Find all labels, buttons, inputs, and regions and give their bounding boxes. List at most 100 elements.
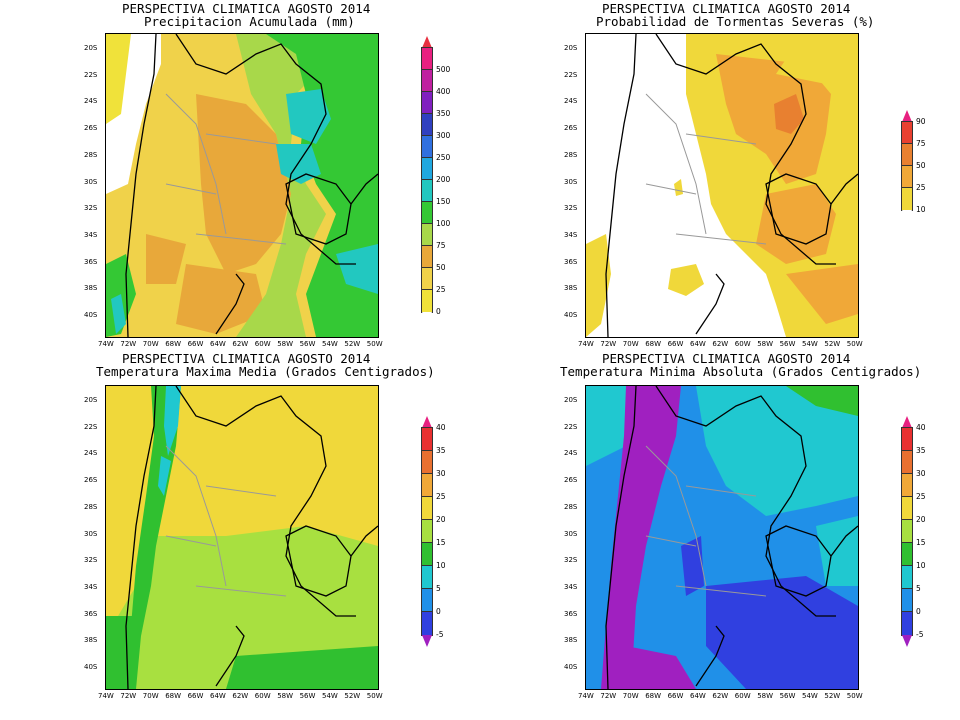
lat-tick-label: 22S (84, 422, 98, 431)
lon-tick-label: 56W (779, 692, 796, 700)
lon-tick-label: 70W (142, 340, 159, 348)
lon-tick-label: 68W (645, 692, 662, 700)
panel-title-line2: Temperatura Minima Absoluta (Grados Cent… (560, 364, 922, 379)
colorbar-segment (901, 588, 913, 613)
colorbar-label: 30 (916, 469, 926, 478)
colorbar-segment (901, 542, 913, 567)
panel-tmax: PERSPECTIVA CLIMATICA AGOSTO 2014 Temper… (0, 350, 480, 705)
colorbar-segment (421, 519, 433, 544)
lon-tick-label: 68W (165, 692, 182, 700)
colorbar-segment (421, 267, 433, 291)
lat-tick-label: 36S (84, 257, 98, 266)
colorbar-segment (901, 565, 913, 590)
panel-title-line1: PERSPECTIVA CLIMATICA AGOSTO 2014 (122, 1, 371, 16)
lat-tick-label: 26S (84, 476, 98, 485)
lat-tick-label: 40S (564, 663, 578, 671)
lon-tick-label: 58W (277, 692, 294, 700)
colorbar-label: 25 (436, 492, 446, 501)
lat-tick-label: 40S (84, 311, 98, 319)
lon-tick-label: 52W (344, 340, 361, 348)
colorbar-segment (901, 187, 913, 211)
colorbar-segment (421, 91, 433, 115)
lon-tick-label: 56W (299, 692, 316, 700)
colorbar-label: 50 (436, 263, 446, 272)
lat-tick-label: 32S (564, 204, 578, 213)
colorbar-segment (901, 165, 913, 189)
lat-tick-label: 24S (564, 449, 578, 458)
colorbar-segment (421, 427, 433, 452)
map-tmax (105, 385, 379, 690)
panel-title-line1: PERSPECTIVA CLIMATICA AGOSTO 2014 (602, 351, 851, 366)
lon-tick-label: 64W (210, 340, 226, 348)
lon-tick-label: 54W (802, 692, 818, 700)
lat-tick-label: 22S (564, 70, 578, 79)
map-fields (586, 386, 858, 689)
colorbar-label: -5 (436, 630, 444, 639)
panel-title-line2: Precipitacion Acumulada (mm) (144, 14, 355, 29)
colorbar-label: 75 (436, 241, 446, 250)
lat-tick-label: 24S (84, 449, 98, 458)
colorbar-segment (421, 223, 433, 247)
panel-title-line2: Probabilidad de Tormentas Severas (%) (596, 14, 875, 29)
lat-tick-label: 34S (564, 582, 578, 591)
lon-tick-label: 50W (366, 692, 383, 700)
colorbar-label: 75 (916, 139, 926, 148)
colorbar-segment (421, 289, 433, 313)
colorbar-segment (421, 69, 433, 93)
colorbar-top-arrow (422, 36, 432, 48)
colorbar-segment (901, 450, 913, 475)
panel-precipitation: PERSPECTIVA CLIMATICA AGOSTO 2014 Precip… (0, 0, 480, 355)
lon-tick-label: 66W (187, 692, 204, 700)
colorbar-bottom-arrow (422, 635, 432, 647)
lat-tick-label: 28S (84, 502, 98, 511)
colorbar-segment (421, 179, 433, 203)
lat-tick-label: 40S (84, 663, 98, 671)
lat-tick-label: 26S (564, 476, 578, 485)
lat-tick-label: 20S (564, 396, 578, 404)
colorbar-segment (901, 496, 913, 521)
colorbar-label: 5 (916, 584, 921, 593)
colorbar-segment (421, 565, 433, 590)
colorbar-label: 10 (916, 561, 926, 570)
colorbar-segment (901, 611, 913, 636)
colorbar-top-arrow (902, 110, 912, 122)
colorbar-label: 25 (916, 183, 926, 192)
lat-tick-label: 40S (564, 311, 578, 319)
lon-tick-label: 74W (98, 692, 114, 700)
colorbar-label: 150 (436, 197, 451, 206)
lon-tick-label: 60W (734, 692, 751, 700)
lon-tick-label: 62W (232, 692, 249, 700)
lon-tick-label: 56W (779, 340, 796, 348)
panel-storms: PERSPECTIVA CLIMATICA AGOSTO 2014 Probab… (480, 0, 960, 355)
lon-tick-label: 58W (757, 692, 774, 700)
lon-tick-label: 50W (846, 340, 863, 348)
colorbar-label: 400 (436, 87, 451, 96)
lon-tick-label: 54W (802, 340, 818, 348)
colorbar-label: 25 (436, 285, 446, 294)
panel-tmin: PERSPECTIVA CLIMATICA AGOSTO 2014 Temper… (480, 350, 960, 705)
colorbar-label: 20 (916, 515, 926, 524)
colorbar-segment (421, 113, 433, 137)
lat-tick-label: 20S (84, 396, 98, 404)
colorbar-bottom-arrow (902, 635, 912, 647)
colorbar-label: 5 (436, 584, 441, 593)
colorbar-label: 500 (436, 65, 451, 74)
colorbar-label: 0 (436, 607, 441, 616)
colorbar-label: 35 (436, 446, 446, 455)
lon-tick-label: 50W (366, 340, 383, 348)
lon-tick-label: 64W (690, 340, 706, 348)
lat-tick-label: 20S (564, 44, 578, 52)
panel-title-line1: PERSPECTIVA CLIMATICA AGOSTO 2014 (122, 351, 371, 366)
lon-tick-label: 60W (254, 340, 271, 348)
lat-tick-label: 28S (564, 502, 578, 511)
lat-tick-label: 22S (564, 422, 578, 431)
panel-title-line2: Temperatura Maxima Media (Grados Centigr… (96, 364, 435, 379)
lat-tick-label: 20S (84, 44, 98, 52)
colorbar-top-arrow (902, 416, 912, 428)
lat-tick-label: 28S (84, 150, 98, 159)
lat-tick-label: 22S (84, 70, 98, 79)
lon-tick-label: 64W (690, 692, 706, 700)
colorbar-top-arrow (422, 416, 432, 428)
colorbar-segment (421, 245, 433, 269)
lon-tick-label: 66W (187, 340, 204, 348)
